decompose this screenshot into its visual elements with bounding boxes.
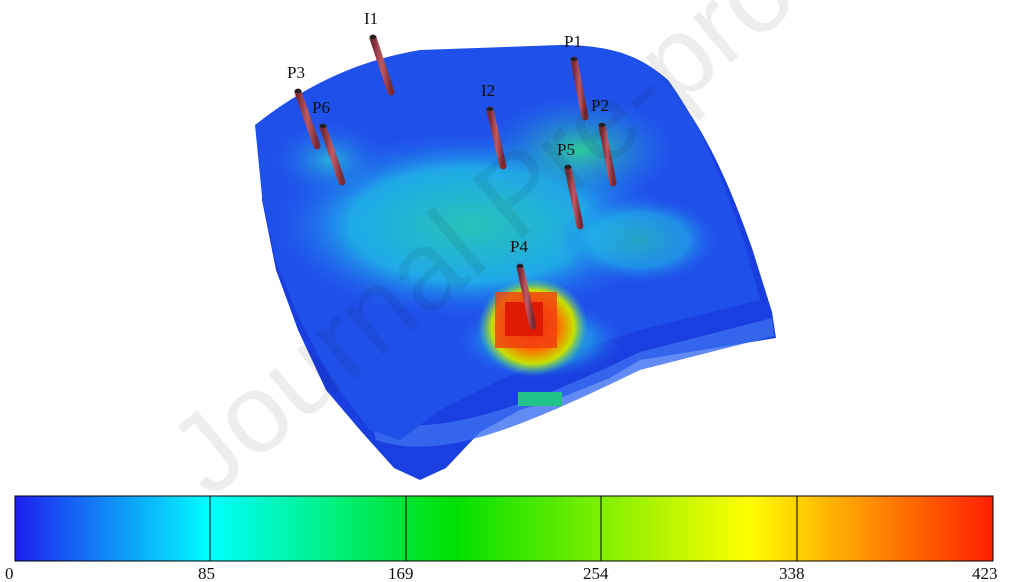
northeast-glow [485, 95, 675, 205]
reservoir-model [255, 45, 776, 481]
well-label-I1: I1 [364, 9, 378, 28]
well-I2: I2 [481, 81, 507, 170]
bottom-ledge-green [518, 392, 562, 406]
well-label-P2: P2 [591, 96, 609, 115]
well-label-I2: I2 [481, 81, 495, 100]
colorbar-tick-label: 254 [583, 564, 609, 582]
colorbar: 0 85 169 254 338 423 [5, 495, 998, 582]
west-glow [270, 120, 390, 200]
reservoir-cross-section-strip [370, 318, 774, 447]
colorbar-gradient [14, 495, 994, 562]
colorbar-tick-label: 85 [198, 564, 215, 582]
well-label-P3: P3 [287, 63, 305, 82]
well-group: I1 I2 P1 P2 P3 P4 P5 [287, 9, 617, 330]
well-P2: P2 [591, 96, 617, 187]
hotspot-center [505, 302, 543, 336]
colorbar-tick-label: 169 [388, 564, 414, 582]
well-label-P4: P4 [510, 237, 528, 256]
colorbar-tick-label: 0 [5, 564, 14, 582]
well-P5: P5 [557, 140, 584, 230]
well-P3: P3 [287, 63, 321, 150]
colorbar-tick-label: 423 [972, 564, 998, 582]
well-I1: I1 [364, 9, 395, 96]
well-label-P1: P1 [564, 32, 582, 51]
well-P4: P4 [510, 237, 537, 330]
east-glow [560, 195, 720, 285]
well-label-P6: P6 [312, 98, 330, 117]
well-P1: P1 [564, 32, 589, 121]
well-P6: P6 [312, 98, 346, 186]
well-label-P5: P5 [557, 140, 575, 159]
colorbar-tick-label: 338 [779, 564, 805, 582]
